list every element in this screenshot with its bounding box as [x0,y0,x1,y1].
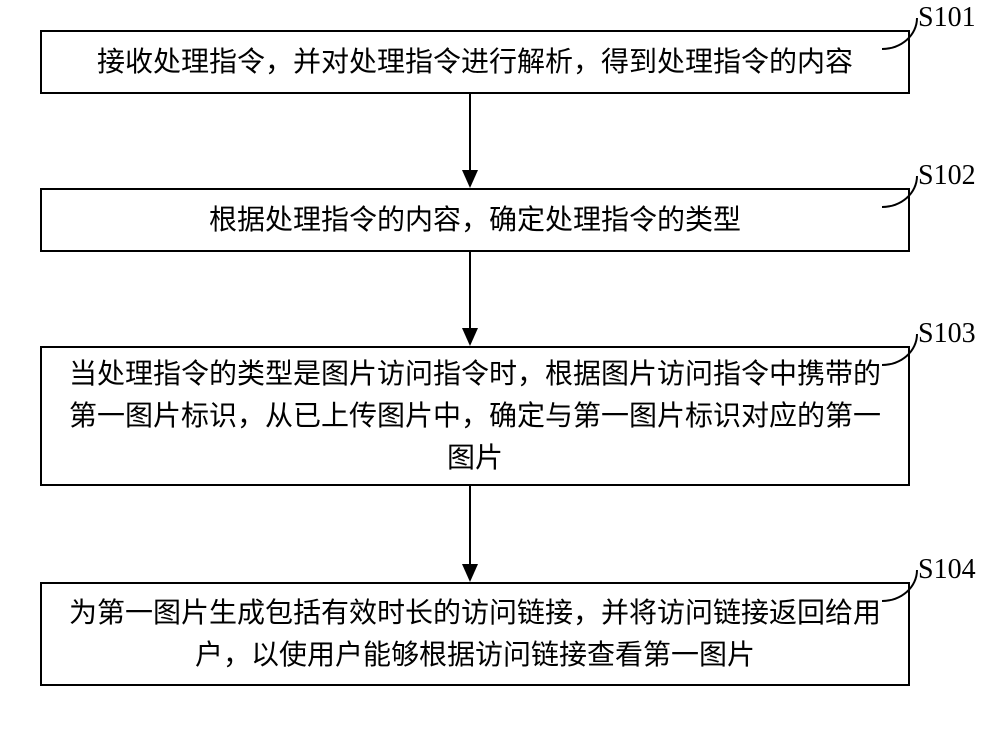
step-text: 为第一图片生成包括有效时长的访问链接，并将访问链接返回给用户，以使用户能够根据访… [58,592,892,676]
step-label-s103: S103 [918,318,976,350]
step-node-s103: 当处理指令的类型是图片访问指令时，根据图片访问指令中携带的第一图片标识，从已上传… [40,346,910,486]
label-callout-curve [882,176,918,208]
label-text: S104 [918,554,976,585]
step-text: 接收处理指令，并对处理指令进行解析，得到处理指令的内容 [97,41,853,83]
label-callout-curve [882,18,918,50]
step-node-s104: 为第一图片生成包括有效时长的访问链接，并将访问链接返回给用户，以使用户能够根据访… [40,582,910,686]
label-text: S101 [918,2,976,33]
flowchart-canvas: 接收处理指令，并对处理指令进行解析，得到处理指令的内容 根据处理指令的内容，确定… [0,0,1000,733]
label-callout-curve [882,334,918,366]
step-label-s102: S102 [918,160,976,192]
label-callout-curve [882,570,918,602]
step-label-s104: S104 [918,554,976,586]
step-text: 根据处理指令的内容，确定处理指令的类型 [209,199,741,241]
step-label-s101: S101 [918,2,976,34]
label-text: S103 [918,318,976,349]
label-text: S102 [918,160,976,191]
step-text: 当处理指令的类型是图片访问指令时，根据图片访问指令中携带的第一图片标识，从已上传… [58,353,892,479]
step-node-s102: 根据处理指令的内容，确定处理指令的类型 [40,188,910,252]
step-node-s101: 接收处理指令，并对处理指令进行解析，得到处理指令的内容 [40,30,910,94]
